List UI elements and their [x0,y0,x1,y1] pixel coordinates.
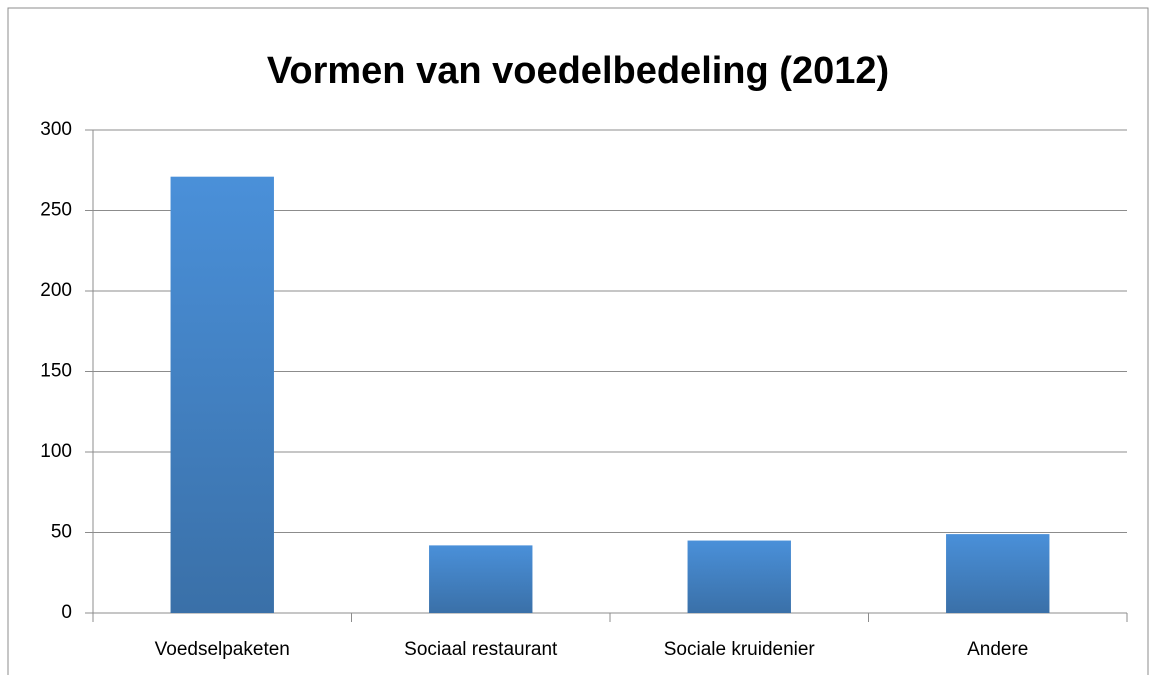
y-tick-label: 0 [61,602,72,623]
x-tick-label: Sociaal restaurant [404,639,558,660]
x-tick-label: Sociale kruidenier [664,639,816,660]
y-tick-label: 150 [40,361,72,382]
bar [170,176,274,613]
y-tick-label: 50 [51,522,72,543]
bar [429,545,533,613]
y-tick-label: 200 [40,280,72,301]
y-tick-label: 100 [40,441,72,462]
x-tick-label: Andere [967,639,1028,660]
bar [946,534,1050,613]
chart-title: Vormen van voedelbedeling (2012) [267,50,889,92]
x-tick-label: Voedselpaketen [155,639,290,660]
bar [687,540,791,613]
y-tick-label: 300 [40,119,72,140]
y-tick-label: 250 [40,200,72,221]
